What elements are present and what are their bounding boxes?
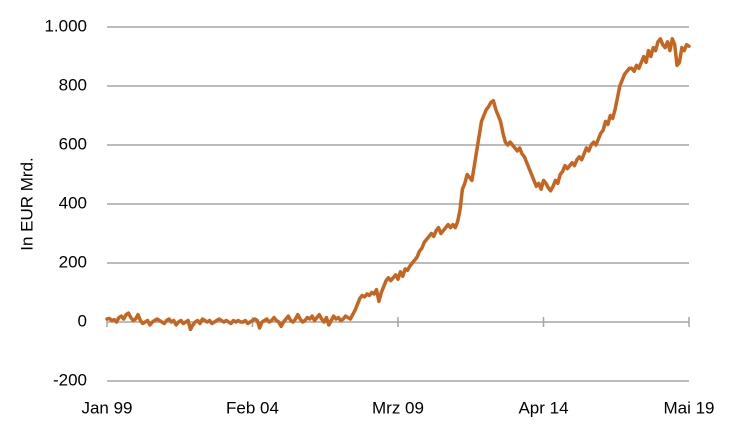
y-tick-label: 600 (59, 134, 87, 153)
y-tick-label: 400 (59, 193, 87, 212)
y-tick-label: 800 (59, 75, 87, 94)
x-tick-label: Mai 19 (663, 398, 714, 417)
y-tick-label: -200 (53, 370, 87, 389)
x-tick-label: Feb 04 (226, 398, 279, 417)
x-tick-label: Jan 99 (81, 398, 132, 417)
y-axis-label: In EUR Mrd. (17, 157, 36, 251)
x-tick-label: Mrz 09 (372, 398, 424, 417)
y-tick-label: 0 (78, 311, 87, 330)
x-tick-label: Apr 14 (518, 398, 568, 417)
y-tick-label: 1.000 (44, 16, 87, 35)
y-tick-label: 200 (59, 252, 87, 271)
series-line (105, 37, 691, 332)
